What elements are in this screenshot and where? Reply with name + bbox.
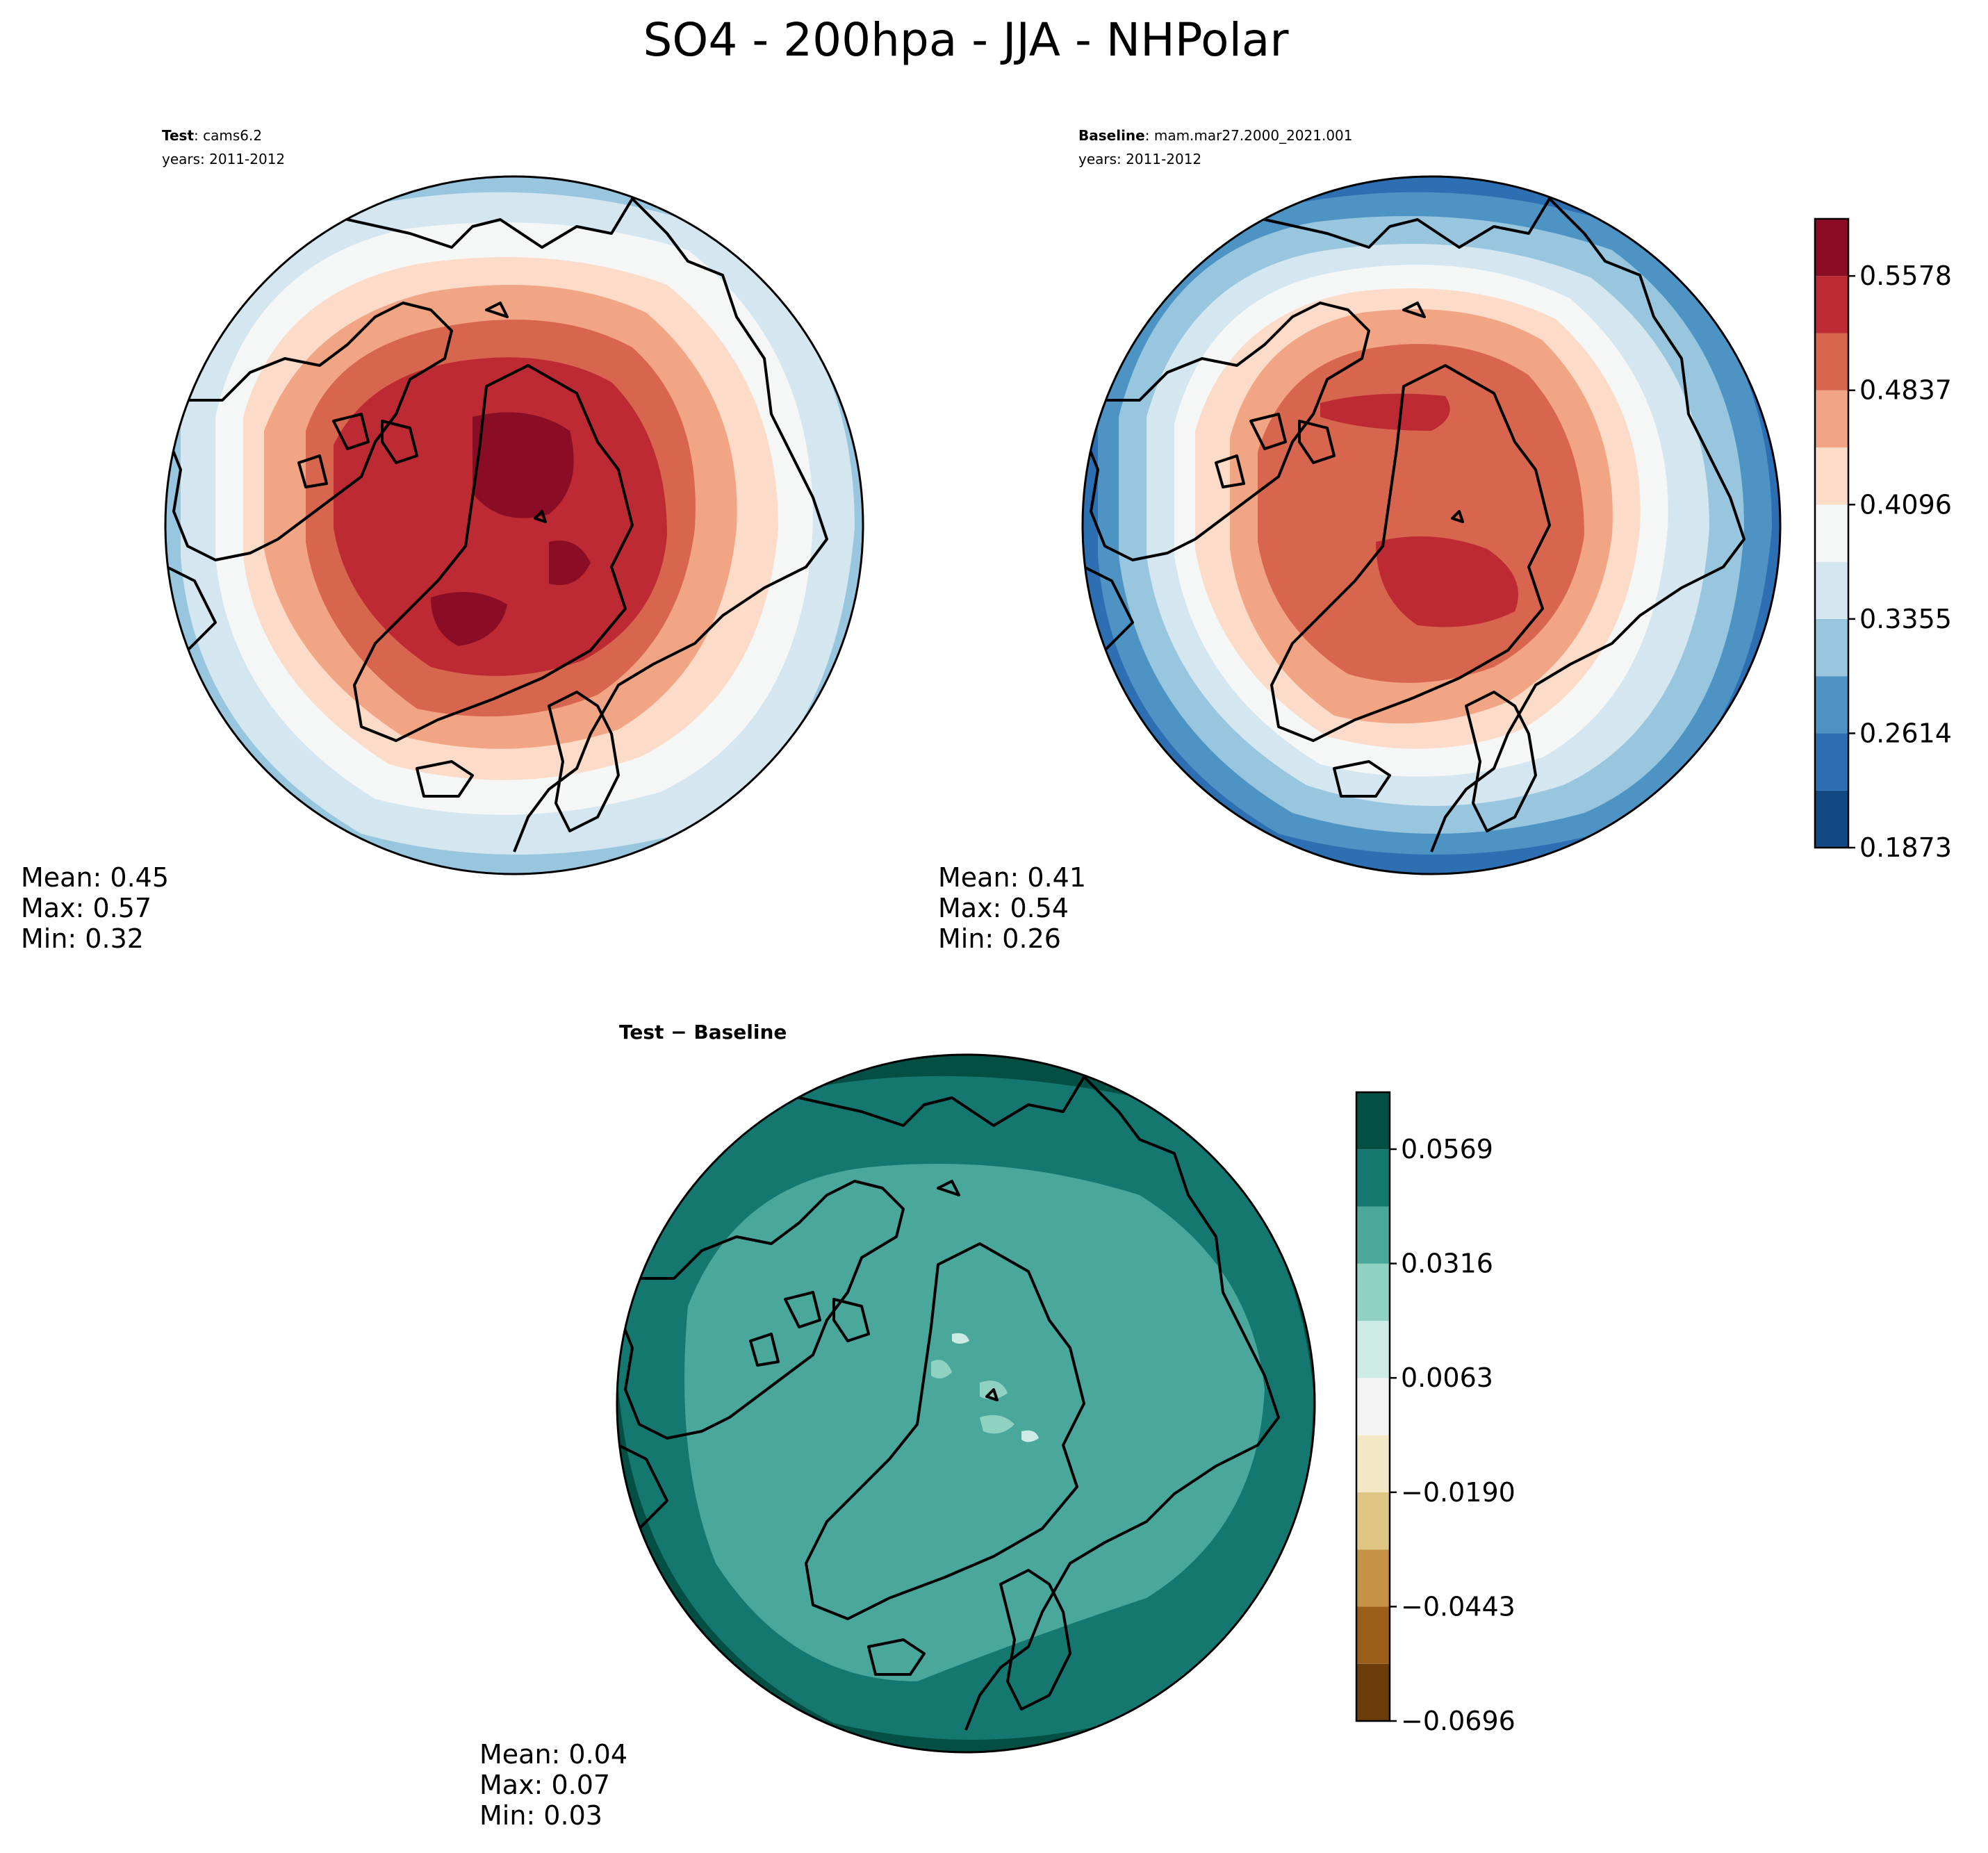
baseline-label-text: : mam.mar27.2000_2021.001 <box>1145 127 1353 144</box>
colorbar-tick-label: 0.2614 <box>1859 718 1952 748</box>
test-map <box>165 176 863 874</box>
baseline-max: Max: 0.54 <box>938 893 1069 923</box>
colorbar-segment <box>1815 390 1848 448</box>
colorbar-segment <box>1356 1549 1390 1607</box>
colorbar-segment <box>1815 618 1848 677</box>
diff-contour-band <box>980 1415 1014 1434</box>
colorbar-segment <box>1356 1149 1390 1207</box>
test-contour-band <box>549 541 591 585</box>
figure-title: SO4 - 200hpa - JJA - NHPolar <box>643 13 1290 67</box>
diff-contour-band <box>1021 1430 1039 1442</box>
baseline-contour-band <box>1320 393 1450 431</box>
colorbar-segment <box>1356 1435 1390 1492</box>
diff-contour-band <box>931 1360 952 1378</box>
test-label-bold: Test <box>162 127 194 144</box>
baseline-contour-band <box>1376 536 1518 627</box>
colorbar-segment <box>1356 1321 1390 1378</box>
colorbar-tick-label: 0.0063 <box>1401 1362 1493 1393</box>
colorbar-tick-label: 0.1873 <box>1859 832 1952 863</box>
baseline-panel: Baseline: mam.mar27.2000_2021.001 years:… <box>938 127 1952 954</box>
diff-max: Max: 0.07 <box>479 1770 610 1800</box>
colorbar-segment <box>1815 676 1848 734</box>
diff-panel-title: Test − Baseline <box>619 1021 787 1044</box>
diff-contour-band <box>684 1164 1265 1681</box>
baseline-panel-title: Baseline: mam.mar27.2000_2021.001 <box>1078 127 1353 144</box>
colorbar-segment <box>1815 790 1848 848</box>
baseline-years: years: 2011-2012 <box>1078 151 1201 167</box>
colorbar-segment <box>1815 561 1848 619</box>
diff-map <box>617 1055 1315 1752</box>
baseline-map <box>1083 176 1780 874</box>
colorbar-frame <box>1355 1091 1391 1722</box>
baseline-mean: Mean: 0.41 <box>938 862 1086 893</box>
colorbar-segment <box>1815 276 1848 333</box>
diff-min: Min: 0.03 <box>479 1800 602 1831</box>
colorbar-frame <box>1814 217 1850 849</box>
colorbar-segment <box>1356 1378 1390 1435</box>
colorbar-tick-label: 0.0316 <box>1401 1249 1493 1279</box>
colorbar-segment <box>1356 1663 1390 1721</box>
test-max: Max: 0.57 <box>21 893 151 923</box>
test-mean: Mean: 0.45 <box>21 862 169 893</box>
colorbar-difference: −0.0696 −0.0443 −0.0190 0.0063 0.0316 0.0569 <box>1355 1091 1515 1736</box>
test-years: years: 2011-2012 <box>162 151 285 167</box>
test-panel-title: Test: cams6.2 <box>162 127 262 144</box>
colorbar-segment <box>1356 1492 1390 1550</box>
colorbar-tick-label: 0.0569 <box>1401 1134 1493 1164</box>
colorbar-tick-label: −0.0696 <box>1401 1706 1515 1736</box>
baseline-label-bold: Baseline <box>1078 127 1145 144</box>
test-contour-band <box>473 412 574 518</box>
colorbar-segment <box>1356 1206 1390 1264</box>
test-map-boundary <box>164 175 864 875</box>
diff-map-boundary <box>616 1053 1316 1754</box>
test-min: Min: 0.32 <box>21 923 144 954</box>
diff-panel: Test − Baseline Mean: 0.04 Max: 0.07 Min… <box>479 1021 1515 1831</box>
test-label-text: : cams6.2 <box>194 127 262 144</box>
colorbar-segment <box>1815 504 1848 562</box>
colorbar-segment <box>1356 1092 1390 1150</box>
test-panel: Test: cams6.2 years: 2011-2012 Mean: 0.4… <box>21 127 864 954</box>
diff-mean: Mean: 0.04 <box>479 1739 627 1770</box>
baseline-min: Min: 0.26 <box>938 923 1061 954</box>
colorbar-tick-label: −0.0443 <box>1401 1591 1515 1622</box>
colorbar-test-baseline: 0.1873 0.2614 0.3355 0.4096 0.4837 0.5578 <box>1814 217 1952 863</box>
colorbar-segment <box>1356 1263 1390 1321</box>
colorbar-tick-label: 0.5578 <box>1859 261 1952 291</box>
colorbar-segment <box>1815 447 1848 505</box>
colorbar-tick-label: 0.4837 <box>1859 375 1952 406</box>
colorbar-tick-label: −0.0190 <box>1401 1477 1515 1508</box>
colorbar-segment <box>1815 333 1848 390</box>
colorbar-tick-label: 0.4096 <box>1859 489 1952 520</box>
diff-contour-band <box>952 1333 969 1344</box>
colorbar-segment <box>1815 219 1848 277</box>
colorbar-segment <box>1356 1606 1390 1664</box>
baseline-map-boundary <box>1081 175 1782 875</box>
test-contour-band <box>334 357 667 676</box>
colorbar-tick-label: 0.3355 <box>1859 604 1952 634</box>
test-contour-band <box>431 592 507 646</box>
colorbar-segment <box>1815 733 1848 791</box>
